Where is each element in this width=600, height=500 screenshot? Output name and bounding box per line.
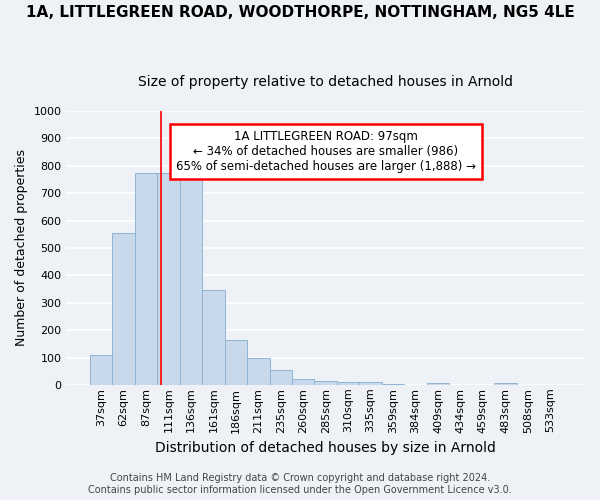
Title: Size of property relative to detached houses in Arnold: Size of property relative to detached ho… bbox=[138, 75, 513, 89]
Text: 1A LITTLEGREEN ROAD: 97sqm
← 34% of detached houses are smaller (986)
65% of sem: 1A LITTLEGREEN ROAD: 97sqm ← 34% of deta… bbox=[176, 130, 476, 173]
X-axis label: Distribution of detached houses by size in Arnold: Distribution of detached houses by size … bbox=[155, 441, 496, 455]
Bar bbox=[382, 384, 404, 385]
Bar bbox=[337, 382, 359, 385]
Text: Contains HM Land Registry data © Crown copyright and database right 2024.
Contai: Contains HM Land Registry data © Crown c… bbox=[88, 474, 512, 495]
Bar bbox=[157, 172, 180, 385]
Bar bbox=[135, 172, 157, 385]
Bar bbox=[359, 382, 382, 385]
Bar bbox=[292, 380, 314, 385]
Bar bbox=[427, 382, 449, 385]
Y-axis label: Number of detached properties: Number of detached properties bbox=[15, 150, 28, 346]
Bar bbox=[269, 370, 292, 385]
Bar bbox=[224, 340, 247, 385]
Bar bbox=[90, 355, 112, 385]
Bar bbox=[494, 382, 517, 385]
Bar bbox=[180, 176, 202, 385]
Bar bbox=[314, 381, 337, 385]
Bar bbox=[202, 290, 224, 385]
Bar bbox=[112, 233, 135, 385]
Bar bbox=[247, 358, 269, 385]
Text: 1A, LITTLEGREEN ROAD, WOODTHORPE, NOTTINGHAM, NG5 4LE: 1A, LITTLEGREEN ROAD, WOODTHORPE, NOTTIN… bbox=[26, 5, 574, 20]
